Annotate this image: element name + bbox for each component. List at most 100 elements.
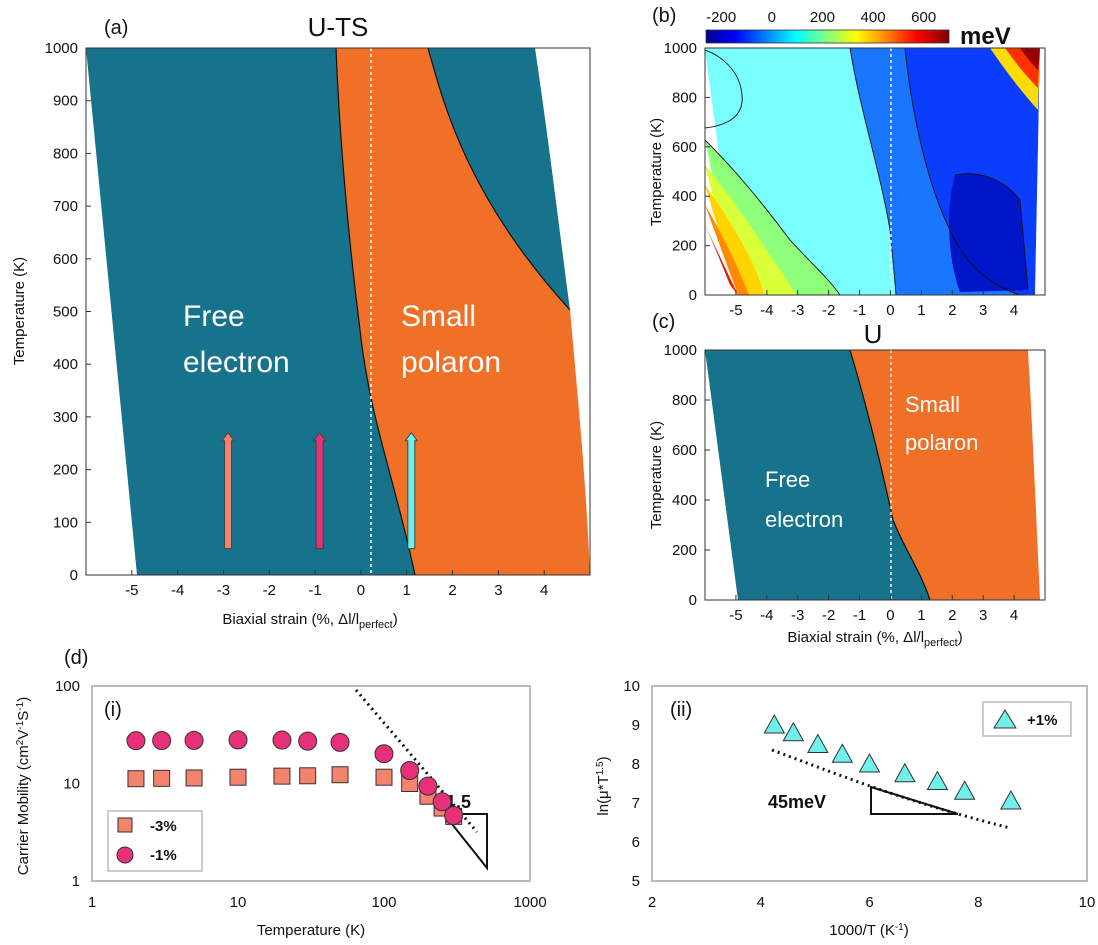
panel-a-ytick-label: 600 [53,251,78,268]
data-point-square [273,767,291,785]
panel-b-xtick-label: -2 [822,302,835,319]
panel-c-free-electron-line2: electron [765,507,843,532]
colorbar-unit: meV [960,23,1011,50]
panel-b-frame [704,47,1046,296]
small-polaron-label-line1: Small [401,300,476,333]
legend-plus1: +1% [1027,712,1057,729]
panel-c-xtick-label: -5 [729,607,742,624]
panel-a-xtick-label: 2 [448,582,456,599]
panel-c-phase-boundary [849,350,931,600]
contour-line-3 [904,48,1021,295]
panel-c-xtick-label: -3 [791,607,804,624]
panel-b-ylabel: Temperature (K) [648,118,665,226]
panel-d-i-ytick-label: 10 [63,776,80,793]
free-electron-label-line2: electron [183,346,290,379]
data-point-square [185,769,203,787]
data-point-triangle [782,721,805,742]
panel-c-ytick-label: 0 [689,592,697,609]
panel-d-ii: (ii) 45meV 2 4 6 8 10 5 6 7 8 9 10 +1% 1000/T (K-… [595,678,1095,939]
panel-a: -5 -4 -3 -2 -1 0 1 2 3 4 0 100 200 300 400 500 600 700 80… [11,12,591,631]
panel-a-ytick-label: 400 [53,356,78,373]
panel-c-xtick-label: 2 [948,607,956,624]
panel-a-ytick-label: 200 [53,462,78,479]
panel-b-xtick-label: -3 [791,302,804,319]
panel-a-free-electron-upper-region [428,48,570,310]
data-point-circle [126,731,146,751]
panel-c-xtick-label: -2 [822,607,835,624]
panel-d-ii-ytick-label: 5 [632,873,640,890]
slope-triangle-ii [870,785,959,815]
panel-a-ytick-label: 300 [53,409,78,426]
contour-band-red [705,225,738,295]
data-point-circle [400,760,420,780]
panel-a-xtick-label: -3 [217,582,230,599]
panel-b-xtick-label: 2 [948,302,956,319]
colorbar-tick-label: -200 [706,9,736,26]
panel-d-label: (d) [64,647,88,669]
data-point-triangle [763,713,786,734]
slope-label-ii: 45meV [768,792,826,812]
contour-line-2 [849,48,897,295]
panel-d-ii-ytick-label: 10 [623,678,640,695]
panel-b-ytick-label: 1000 [664,40,697,57]
panel-d-i-xtick-label: 100 [371,894,396,911]
panel-c-small-polaron-region [850,350,1040,600]
panel-a-label: (a) [104,17,128,39]
strain-arrow [404,431,419,550]
panel-a-xtick-label: 4 [540,582,548,599]
panel-d-ii-label: (ii) [670,699,692,721]
data-point-square [229,768,247,786]
colorbar-tick-label: 200 [810,9,835,26]
panel-c-ytick-label: 1000 [664,342,697,359]
contour-band-topright-darkred [1020,48,1040,70]
data-point-triangle [806,733,829,753]
legend-minus3: -3% [150,818,177,835]
legend-circle-marker [116,846,134,864]
panel-a-ytick-label: 100 [53,514,78,531]
data-point-circle [272,730,292,750]
contour-band-yellowgreen [705,165,796,295]
panel-b-ytick-label: 600 [672,139,697,156]
panel-b-xtick-label: 3 [979,302,987,319]
panel-d-i-xlabel: Temperature (K) [257,922,365,939]
panel-a-ylabel: Temperature (K) [11,257,28,365]
panel-b-ytick-label: 400 [672,188,697,205]
panel-c-frame [704,349,1046,601]
panel-d-ii-ytick-label: 7 [632,795,640,812]
panel-c-xtick-label: 0 [886,607,894,624]
panel-d-ii-xtick-label: 10 [1079,894,1096,911]
data-point-square [153,769,171,787]
data-point-circle [374,744,394,764]
panel-c-ylabel: Temperature (K) [648,421,665,529]
data-point-circle [298,731,318,751]
data-point-square [331,766,349,784]
panel-a-xtick-label: 0 [357,582,365,599]
panel-a-xtick-label: 3 [494,582,502,599]
panel-d-i-xtick-label: 1000 [513,894,546,911]
data-point-square [299,767,317,785]
panel-c-ytick-label: 200 [672,542,697,559]
free-electron-label-line1: Free [183,300,245,333]
panel-c-xtick-label: 4 [1010,607,1018,624]
data-point-circle [444,805,464,825]
panel-d-i-fit-line [354,689,479,833]
panel-a-xtick-label: -5 [125,582,138,599]
panel-d-ii-xtick-label: 8 [974,894,982,911]
data-point-triangle [953,780,976,800]
panel-b-xtick-label: 4 [1010,302,1018,319]
panel-c: (c) U Free electron Small polaron -5 -4 -3… [648,311,1046,649]
panel-a-ytick-label: 1000 [45,40,78,57]
panel-d-ii-xtick-label: 6 [865,894,873,911]
panel-c-label: (c) [652,311,675,333]
panel-d-i-ytick-label: 100 [55,678,80,695]
slope-triangle-i [441,813,488,871]
panel-a-xtick-label: -4 [171,582,184,599]
legend-minus1: -1% [150,847,177,864]
data-point-circle [184,730,204,750]
panel-a-title: U-TS [308,12,369,42]
panel-a-ytick-label: 900 [53,93,78,110]
strain-arrow [312,431,327,550]
panel-d-i-ytick-label: 1 [72,873,80,890]
panel-a-xtick-label: -1 [308,582,321,599]
